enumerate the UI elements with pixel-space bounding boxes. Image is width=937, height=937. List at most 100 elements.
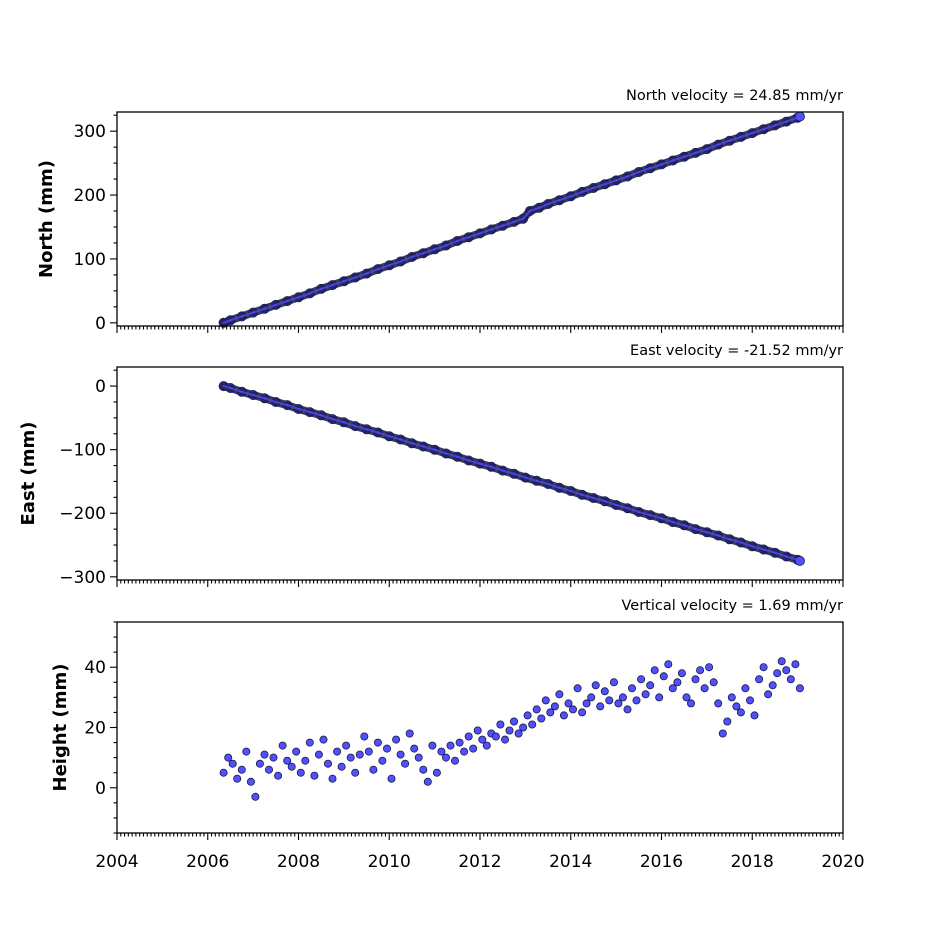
trace-core: [376, 264, 391, 271]
data-point: [628, 684, 637, 693]
trace-core: [683, 524, 697, 531]
data-point: [514, 729, 523, 738]
trace-core: [444, 239, 459, 247]
trace-core: [229, 315, 243, 322]
scatter-points: [219, 657, 804, 801]
trace-core: [649, 163, 663, 170]
x-tick-label: 2018: [731, 852, 774, 872]
data-point: [655, 693, 664, 702]
data-point: [736, 708, 745, 717]
height-panel: Vertical velocity = 1.69 mm/yr Height (m…: [50, 598, 865, 872]
trace-core: [222, 385, 232, 390]
data-point: [519, 723, 528, 732]
trace-core: [274, 400, 289, 407]
trace-core: [773, 120, 788, 127]
trace-core: [705, 531, 720, 537]
data-point: [591, 681, 600, 690]
data-point: [505, 726, 514, 735]
data-point: [618, 693, 627, 702]
data-point: [473, 726, 482, 735]
trace-core: [456, 236, 470, 243]
data-point: [319, 735, 328, 744]
trace-core: [354, 272, 368, 279]
trace-core: [705, 143, 720, 151]
data-point: [509, 717, 518, 726]
data-point: [569, 705, 578, 714]
trace-core: [603, 179, 618, 186]
data-point: [432, 768, 441, 777]
trace-core: [592, 496, 606, 503]
trace-core: [592, 183, 606, 190]
trace-core: [558, 486, 572, 493]
data-point: [228, 759, 237, 768]
y-tick-label: 0: [95, 377, 106, 397]
trace-core: [342, 276, 357, 283]
data-point: [446, 741, 455, 750]
data-point: [296, 768, 305, 777]
trace-core: [537, 202, 550, 209]
data-point: [301, 756, 310, 765]
data-point: [237, 765, 246, 774]
data-point: [460, 747, 469, 756]
data-point: [328, 774, 337, 783]
plot-frame: [116, 366, 844, 581]
data-point: [346, 753, 355, 762]
data-point: [450, 756, 459, 765]
trace-core: [263, 303, 277, 310]
data-point: [387, 774, 396, 783]
data-point: [410, 744, 419, 753]
data-point: [764, 690, 773, 699]
vertical-velocity-title: Vertical velocity = 1.69 mm/yr: [622, 598, 844, 614]
trace-core: [240, 390, 255, 397]
trace-core: [728, 135, 743, 142]
data-point: [759, 663, 768, 672]
trace-core: [637, 510, 652, 517]
x-tick-label: 2016: [640, 852, 683, 872]
trace-core: [376, 431, 391, 438]
data-point: [605, 696, 614, 705]
data-point: [555, 690, 564, 699]
data-point: [727, 693, 736, 702]
trace-core: [320, 284, 334, 290]
trace-core: [660, 159, 674, 166]
data-point: [333, 747, 342, 756]
trace-core: [410, 252, 425, 259]
east-velocity-title: East velocity = -21.52 mm/yr: [630, 343, 843, 359]
trace-core: [762, 548, 777, 554]
trace-core: [637, 167, 652, 174]
data-point: [641, 690, 650, 699]
data-point: [600, 687, 609, 696]
y-axis-ticks: 0 −100 −200 −300: [59, 369, 117, 588]
data-point: [500, 735, 509, 744]
data-point: [795, 684, 804, 693]
y-tick-label: 200: [74, 186, 106, 206]
data-point: [537, 714, 546, 723]
trace-core: [785, 555, 799, 561]
x-tick-label: 2020: [821, 852, 864, 872]
trace-core: [660, 517, 674, 524]
data-point: [437, 747, 446, 756]
trace-core: [422, 248, 436, 255]
data-point: [596, 702, 605, 711]
trace-core: [512, 217, 525, 223]
data-point: [469, 744, 478, 753]
data-point: [755, 675, 764, 684]
trace-core: [308, 411, 323, 417]
data-point: [587, 693, 596, 702]
trace-core: [388, 435, 402, 441]
data-point: [732, 702, 741, 711]
trace-core: [569, 190, 584, 198]
data-point: [718, 729, 727, 738]
y-tick-label: −300: [59, 568, 106, 588]
data-point: [419, 765, 428, 774]
y-tick-label: 20: [84, 719, 106, 739]
east-y-axis-label: East (mm): [18, 422, 39, 526]
data-point: [582, 699, 591, 708]
trace-core: [433, 448, 448, 455]
x-tick-label: 2006: [186, 852, 229, 872]
trace-core: [240, 311, 255, 318]
x-tick-label: 2012: [458, 852, 501, 872]
trace-core: [535, 479, 550, 486]
data-point: [278, 741, 287, 750]
